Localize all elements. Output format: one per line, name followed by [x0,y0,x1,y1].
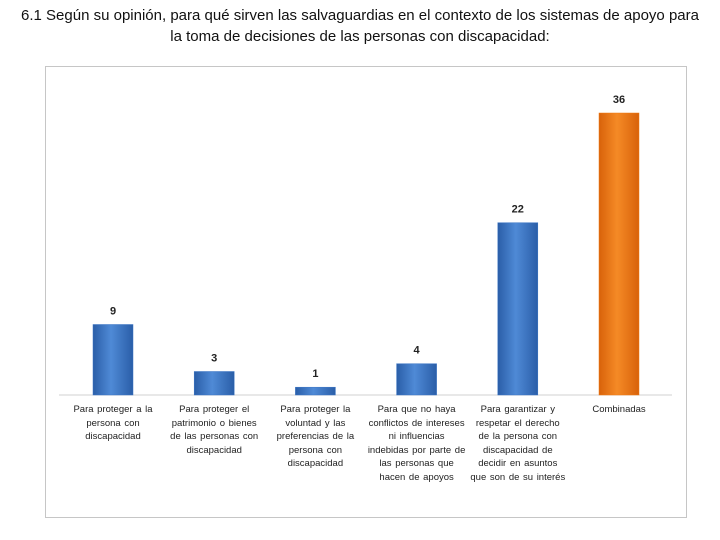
data-label-2: 3 [211,353,217,365]
category-label-5: Para garantizar y respetar el derecho de… [470,404,566,483]
category-label-4: Para que no haya conflictos de intereses… [367,404,466,483]
data-label-3: 1 [312,368,318,380]
bar-chart: 9 3 1 4 22 36 [59,94,672,396]
category-label-3: Para proteger la voluntad y las preferen… [276,404,355,469]
bar-4 [396,363,437,396]
bar-5 [497,222,539,396]
bar-3 [295,386,336,396]
bar-1 [92,324,134,396]
bar-2 [193,371,235,396]
category-label-2: Para proteger el patrimonio o bienes de … [170,404,259,456]
data-label-5: 22 [512,204,524,216]
category-label-6: Combinadas [592,404,646,415]
bar-6 [598,112,640,396]
chart-title: 6.1 Según su opinión, para qué sirven la… [21,7,699,45]
data-label-1: 9 [110,306,116,318]
data-label-4: 4 [414,345,421,357]
data-label-6: 36 [613,94,625,106]
category-label-1: Para proteger a la persona con discapaci… [73,404,153,442]
chart-area: 9 3 1 4 22 36 Para proteger a la persona con … [45,66,687,518]
